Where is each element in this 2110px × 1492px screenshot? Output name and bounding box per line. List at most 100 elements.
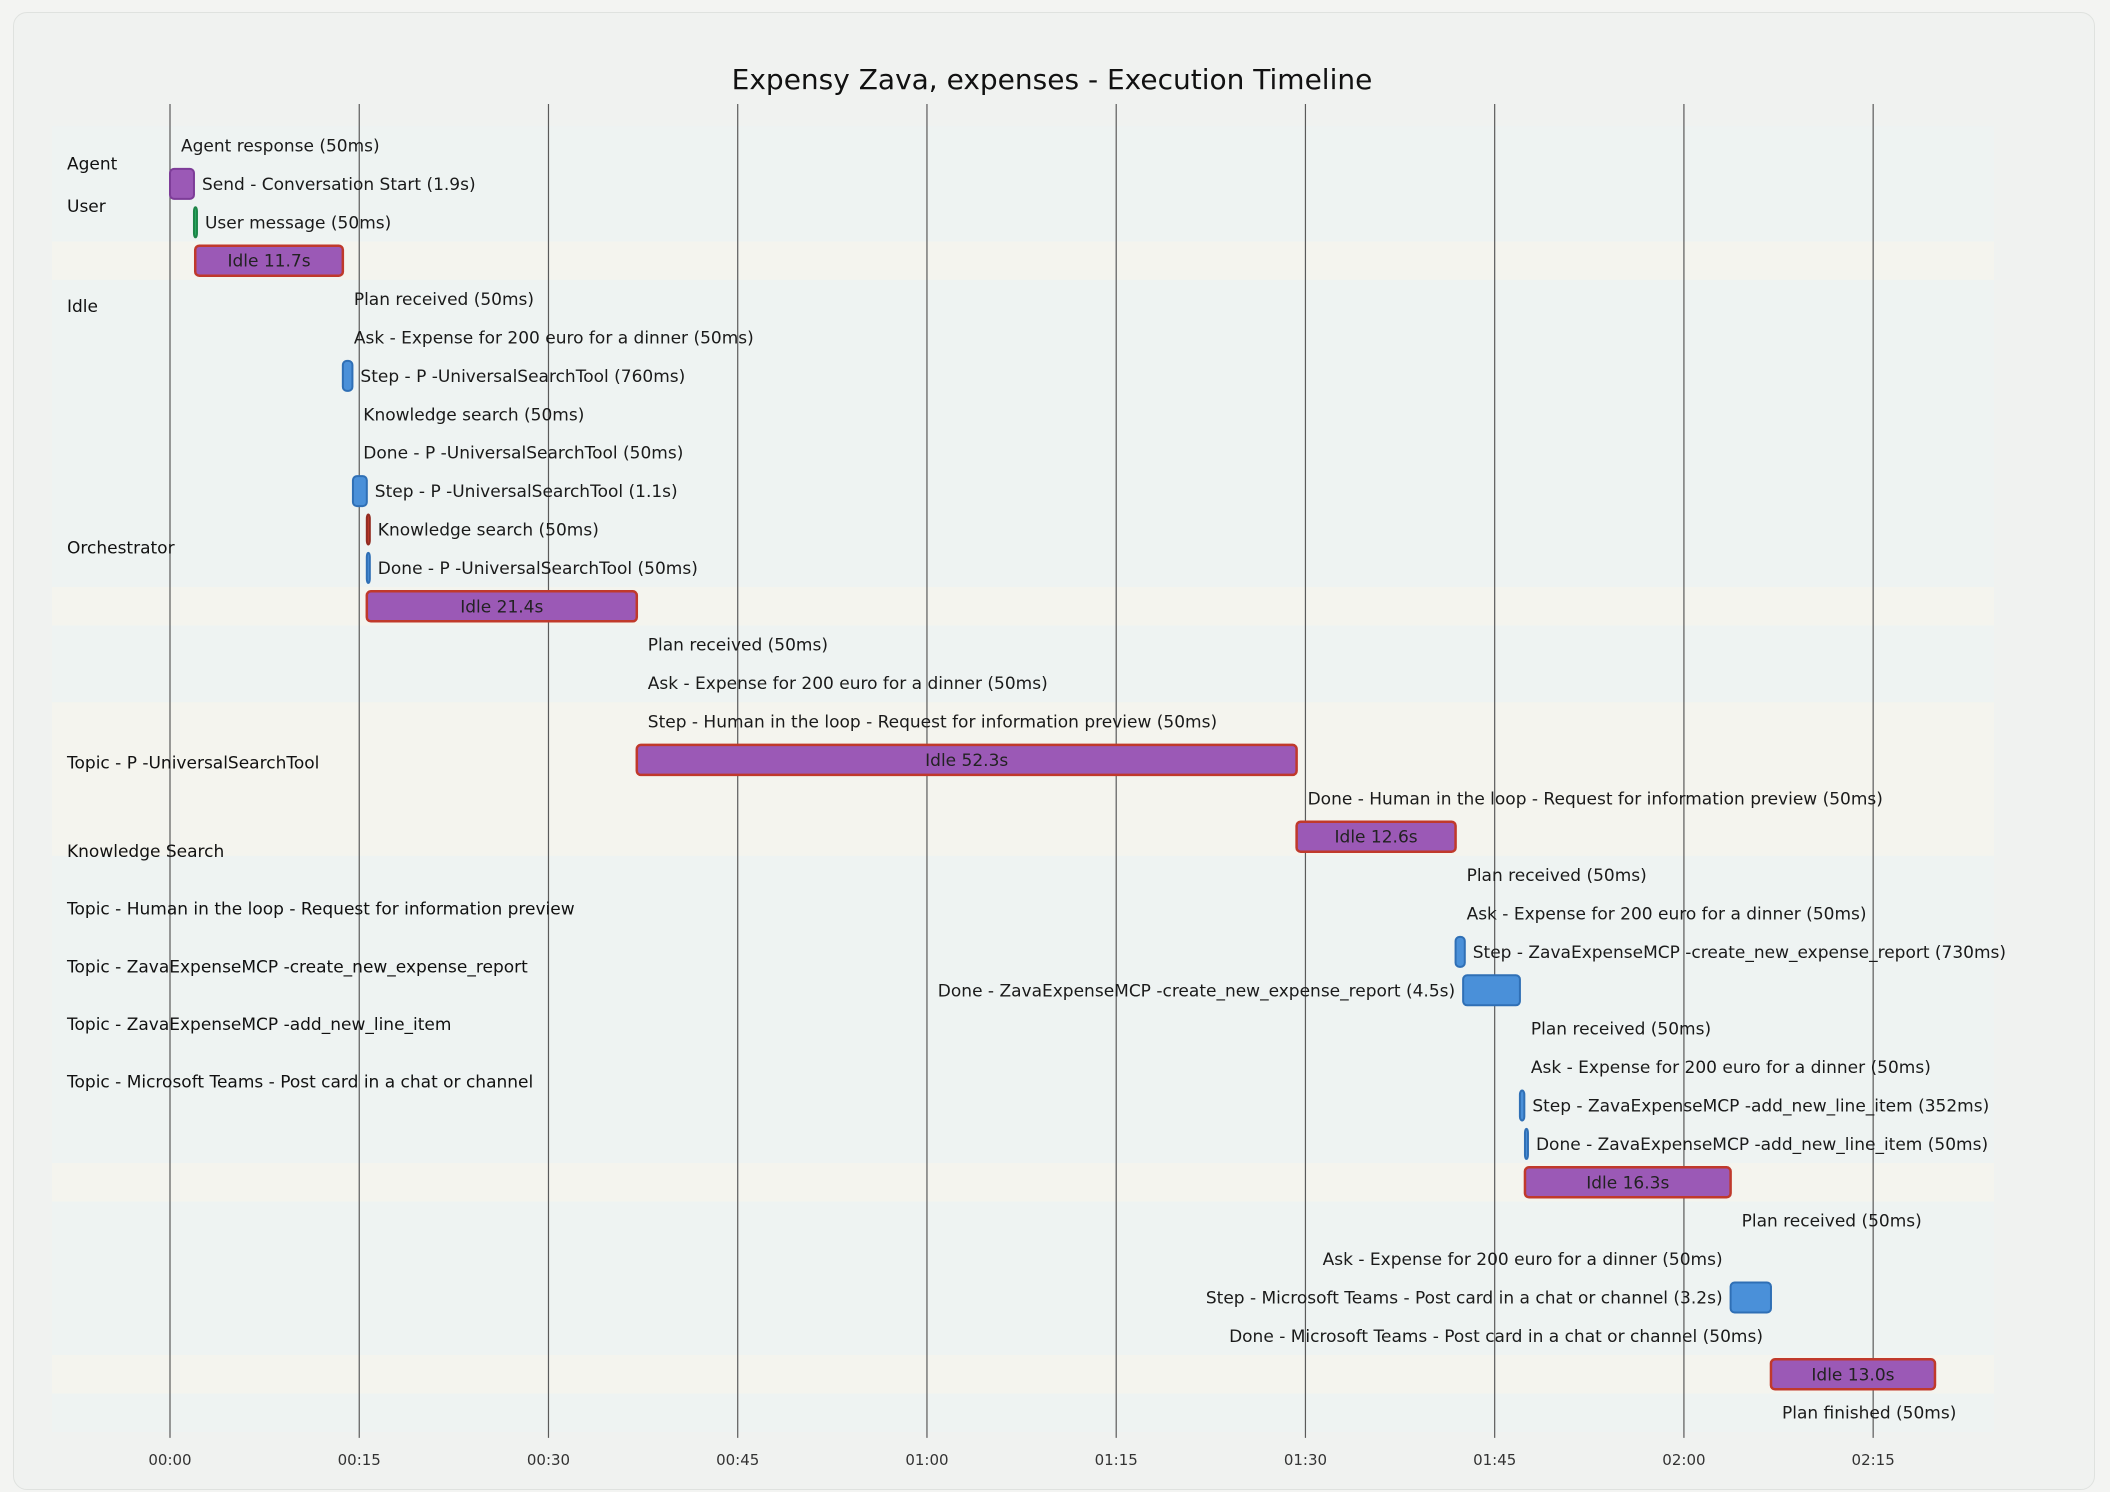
task-label: Done - P -UniversalSearchTool (50ms) [363, 444, 683, 464]
row-band [52, 932, 1994, 972]
task-bar [635, 743, 1298, 777]
idle-bar-label: Idle 52.3s [925, 751, 1008, 771]
row-band [52, 971, 1994, 1010]
idle-bar-label: Idle 16.3s [1586, 1173, 1669, 1193]
row-band [52, 126, 1994, 165]
task-label: Plan received (50ms) [648, 636, 828, 656]
row-band [52, 1316, 1994, 1356]
row-band [52, 702, 1994, 741]
row-band [52, 817, 1994, 856]
task-label: Done - Microsoft Teams - Post card in a … [1229, 1327, 1763, 1347]
task-label: Plan received (50ms) [1742, 1212, 1922, 1232]
task-label: Agent response (50ms) [181, 137, 380, 157]
row-band [52, 779, 1994, 818]
row-band [52, 1393, 1994, 1432]
row-band [52, 433, 1994, 472]
row-band [52, 164, 1994, 204]
section-label: Agent [67, 155, 118, 175]
row-bands [52, 126, 1994, 1432]
row-band [52, 395, 1994, 434]
row-band [52, 471, 1994, 511]
idle-bar-label: Idle 13.0s [1811, 1365, 1894, 1385]
idle-bar-label: Idle 21.4s [460, 597, 543, 617]
idle-bar-label: Idle 12.6s [1335, 828, 1418, 848]
task-bars [169, 167, 1937, 1391]
section-label: User [67, 197, 106, 217]
task-label: Ask - Expense for 200 euro for a dinner … [648, 674, 1048, 694]
task-bar [192, 206, 198, 239]
section-label: Topic - Microsoft Teams - Post card in a… [66, 1072, 533, 1092]
task-bar [1523, 1166, 1732, 1199]
grid-lines [169, 104, 1874, 1438]
row-band [52, 1278, 1994, 1317]
row-band [52, 625, 1994, 664]
row-band [52, 1009, 1994, 1048]
row-band [52, 855, 1994, 895]
x-tick-label: 01:15 [1095, 1451, 1138, 1469]
task-label: Step - ZavaExpenseMCP -add_new_line_item… [1532, 1097, 1989, 1117]
task-bar [193, 244, 345, 277]
task-label: Plan received (50ms) [1531, 1020, 1711, 1040]
task-label: Plan received (50ms) [1467, 866, 1647, 886]
row-band [52, 663, 1994, 703]
row-band [52, 318, 1994, 357]
task-bar [1518, 1089, 1526, 1122]
row-band [52, 279, 1994, 319]
x-tick-label: 02:00 [1662, 1451, 1705, 1469]
row-band [52, 510, 1994, 549]
task-label: Send - Conversation Start (1.9s) [202, 175, 476, 195]
row-band [52, 587, 1994, 626]
task-label: Step - Microsoft Teams - Post card in a … [1206, 1289, 1723, 1309]
task-label: Step - Human in the loop - Request for i… [648, 713, 1217, 733]
x-tick-label: 00:30 [527, 1451, 570, 1469]
section-label: Idle [67, 297, 98, 317]
row-band [52, 203, 1994, 242]
row-band [52, 894, 1994, 933]
task-label: Plan received (50ms) [354, 290, 534, 310]
task-bar [365, 590, 639, 623]
row-band [52, 1047, 1994, 1087]
task-label: Step - ZavaExpenseMCP -create_new_expens… [1473, 943, 2006, 963]
row-band [52, 356, 1994, 396]
x-tick-label: 01:45 [1473, 1451, 1516, 1469]
row-band [52, 1355, 1994, 1394]
section-labels: Agent User Idle Orchestrator Topic - P -Univ… [66, 155, 575, 1093]
task-bar [365, 551, 371, 584]
row-band [52, 548, 1994, 588]
task-bar [341, 359, 354, 392]
task-labels: Agent response (50ms) Send - Conversation… [181, 137, 2006, 1424]
task-bar [1729, 1281, 1772, 1314]
x-tick-label: 00:45 [716, 1451, 759, 1469]
task-label: Ask - Expense for 200 euro for a dinner … [1467, 905, 1867, 925]
x-tick-label: 01:00 [905, 1451, 948, 1469]
row-band [52, 241, 1994, 280]
task-bar [351, 475, 368, 508]
task-label: User message (50ms) [205, 213, 391, 233]
task-bar [1769, 1358, 1937, 1391]
task-label: Step - P -UniversalSearchTool (1.1s) [375, 482, 678, 502]
x-tick-label: 02:15 [1852, 1451, 1895, 1469]
task-label: Done - ZavaExpenseMCP -create_new_expens… [938, 981, 1455, 1001]
section-label: Topic - ZavaExpenseMCP -add_new_line_ite… [66, 1015, 451, 1035]
task-label: Done - Human in the loop - Request for i… [1308, 789, 1883, 809]
task-bar [1454, 935, 1466, 968]
task-bar [1462, 974, 1521, 1007]
row-band [52, 1201, 1994, 1240]
task-bar [1295, 820, 1457, 853]
x-tick-label: 00:00 [148, 1451, 191, 1469]
task-label: Ask - Expense for 200 euro for a dinner … [1531, 1058, 1931, 1078]
chart-title: Expensy Zava, expenses - Execution Timel… [732, 63, 1373, 96]
task-label: Done - ZavaExpenseMCP -add_new_line_item… [1536, 1135, 1988, 1155]
task-bar [365, 513, 371, 546]
axis-ticks: 00:00 00:15 00:30 00:45 01:00 01:15 01:30 01:45… [148, 1451, 1894, 1469]
task-bar [1523, 1127, 1529, 1160]
task-label: Plan finished (50ms) [1782, 1404, 1956, 1424]
row-band [52, 1124, 1994, 1164]
section-label: Topic - Human in the loop - Request for … [66, 900, 575, 920]
task-label: Step - P -UniversalSearchTool (760ms) [360, 367, 685, 387]
section-label: Orchestrator [67, 539, 175, 559]
task-label: Done - P -UniversalSearchTool (50ms) [378, 559, 698, 579]
section-label: Topic - ZavaExpenseMCP -create_new_expen… [66, 957, 528, 977]
idle-bar-label: Idle 11.7s [227, 252, 310, 272]
